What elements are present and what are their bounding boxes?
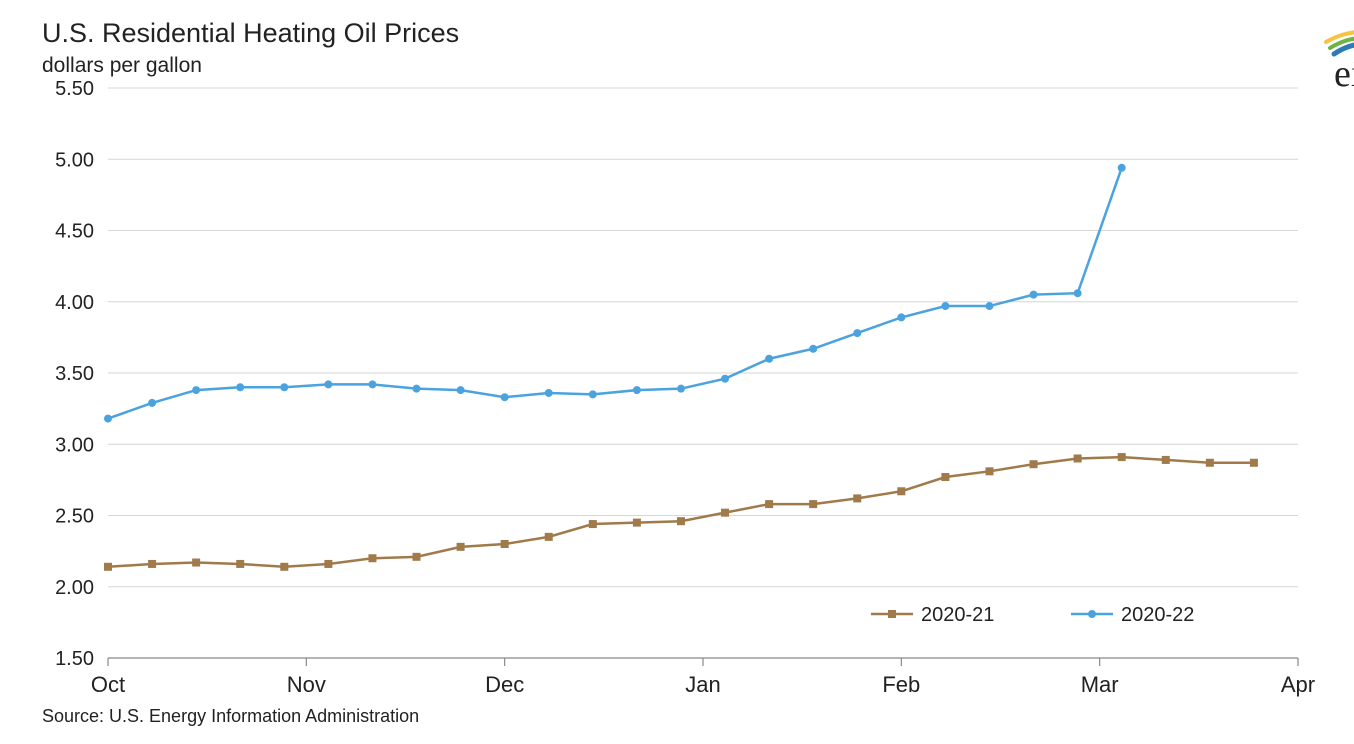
svg-text:Dec: Dec: [485, 672, 524, 697]
chart-plot: 1.50 2.00 2.50 3.00 3.50 4.00 4.50 5.00 5.50 Oct N…: [0, 0, 1354, 744]
svg-text:Nov: Nov: [287, 672, 326, 697]
svg-text:Feb: Feb: [882, 672, 920, 697]
chart-container: U.S. Residential Heating Oil Prices doll…: [0, 0, 1354, 744]
svg-text:2020-21: 2020-21: [921, 604, 994, 626]
svg-text:1.50: 1.50: [55, 648, 94, 670]
chart-source: Source: U.S. Energy Information Administ…: [42, 706, 419, 727]
svg-text:Apr: Apr: [1281, 672, 1315, 697]
svg-text:5.00: 5.00: [55, 149, 94, 171]
svg-text:Jan: Jan: [685, 672, 720, 697]
svg-text:5.50: 5.50: [55, 78, 94, 100]
svg-text:4.00: 4.00: [55, 292, 94, 314]
svg-text:2020-22: 2020-22: [1121, 604, 1194, 626]
svg-text:4.50: 4.50: [55, 221, 94, 243]
svg-text:3.50: 3.50: [55, 363, 94, 385]
svg-text:3.00: 3.00: [55, 434, 94, 456]
svg-text:2.50: 2.50: [55, 506, 94, 528]
svg-text:Oct: Oct: [91, 672, 125, 697]
svg-text:Mar: Mar: [1081, 672, 1119, 697]
svg-text:2.00: 2.00: [55, 577, 94, 599]
